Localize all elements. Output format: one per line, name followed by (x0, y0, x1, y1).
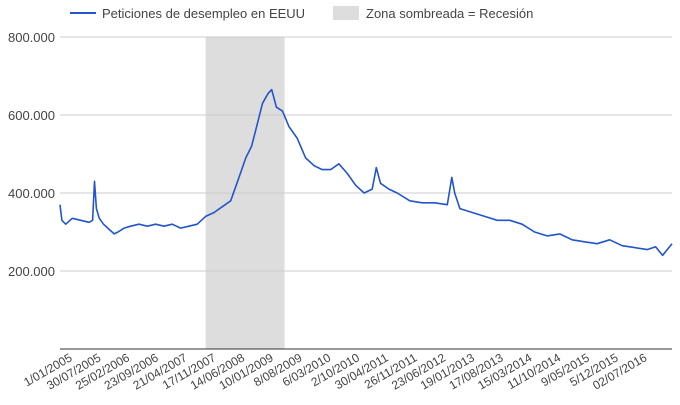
series-line-claims (59, 88, 673, 257)
y-tick-label: 800.000 (8, 30, 55, 45)
legend-label-claims: Peticiones de desempleo en EEUU (102, 6, 305, 21)
y-tick-label: 600.000 (8, 108, 55, 123)
legend-box-swatch (333, 6, 359, 20)
y-tick-label: 200.000 (8, 264, 55, 279)
legend-label-recession: Zona sombreada = Recesión (366, 6, 533, 21)
legend: Peticiones de desempleo en EEUU Zona som… (70, 6, 533, 21)
y-tick-label: 400.000 (8, 186, 55, 201)
